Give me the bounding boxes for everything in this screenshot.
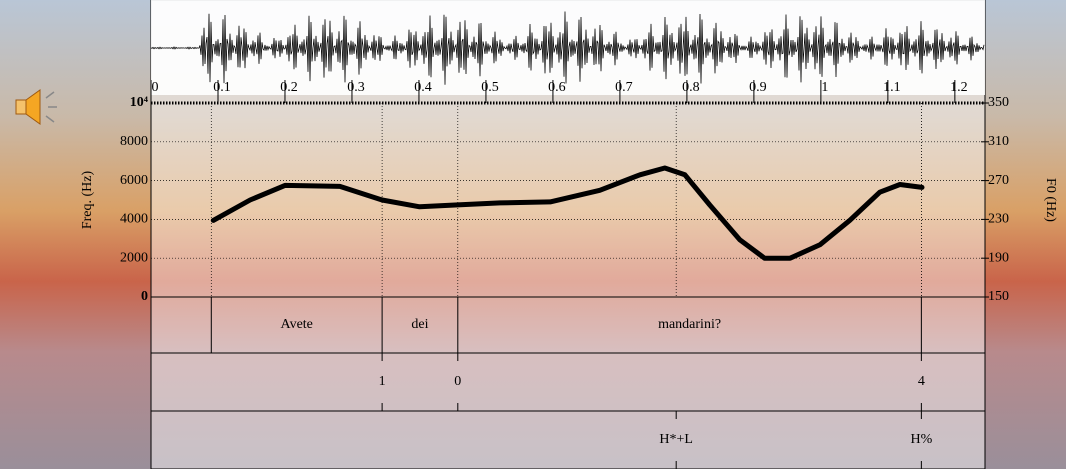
word-label: dei: [411, 317, 428, 332]
y-tick-label: 350: [988, 95, 1009, 110]
y-axis-title-left: Freq. (Hz): [80, 171, 95, 230]
x-tick-label: 0.7: [615, 80, 633, 95]
tone-label: H%: [910, 432, 932, 447]
waveform: [150, 11, 985, 85]
y2-tick-label: 8000: [120, 134, 148, 149]
break-label: 1: [379, 374, 386, 389]
break-label: 4: [918, 374, 925, 389]
x-tick-label: 0.2: [280, 80, 298, 95]
y2-tick-label: 4000: [120, 212, 148, 227]
x-tick-label: 1.2: [950, 80, 968, 95]
break-label: 0: [454, 374, 461, 389]
x-tick-label: 0.3: [347, 80, 365, 95]
y2-tick-label: 6000: [120, 173, 148, 188]
x-tick-label: 0.1: [213, 80, 231, 95]
x-tick-label: 0.4: [414, 80, 432, 95]
y-axis-title-right: F0 (Hz): [1043, 178, 1058, 222]
x-tick-label: 0.6: [548, 80, 566, 95]
speaker-icon[interactable]: [15, 89, 57, 125]
y-tick-label: 270: [988, 173, 1009, 188]
y-tick-label: 150: [988, 289, 1009, 304]
x-tick-label: 1: [821, 80, 828, 95]
y-tick-label: 230: [988, 212, 1009, 227]
y-tick-label: 190: [988, 250, 1009, 265]
y-tick-label: 310: [988, 134, 1009, 149]
word-label: mandarini?: [658, 317, 721, 332]
x-tick-label: 0.5: [481, 80, 499, 95]
y2-tick-label: 10⁴: [130, 95, 149, 110]
x-tick-label: 0: [152, 80, 159, 95]
x-tick-label: 1.1: [883, 80, 901, 95]
tone-label: H*+L: [659, 432, 693, 447]
x-tick-label: 0.9: [749, 80, 767, 95]
f0-contour: [210, 165, 925, 261]
y2-tick-label: 2000: [120, 250, 148, 265]
y2-tick-label: 0: [141, 289, 148, 304]
x-tick-label: 0.8: [682, 80, 700, 95]
word-label: Avete: [281, 317, 313, 332]
